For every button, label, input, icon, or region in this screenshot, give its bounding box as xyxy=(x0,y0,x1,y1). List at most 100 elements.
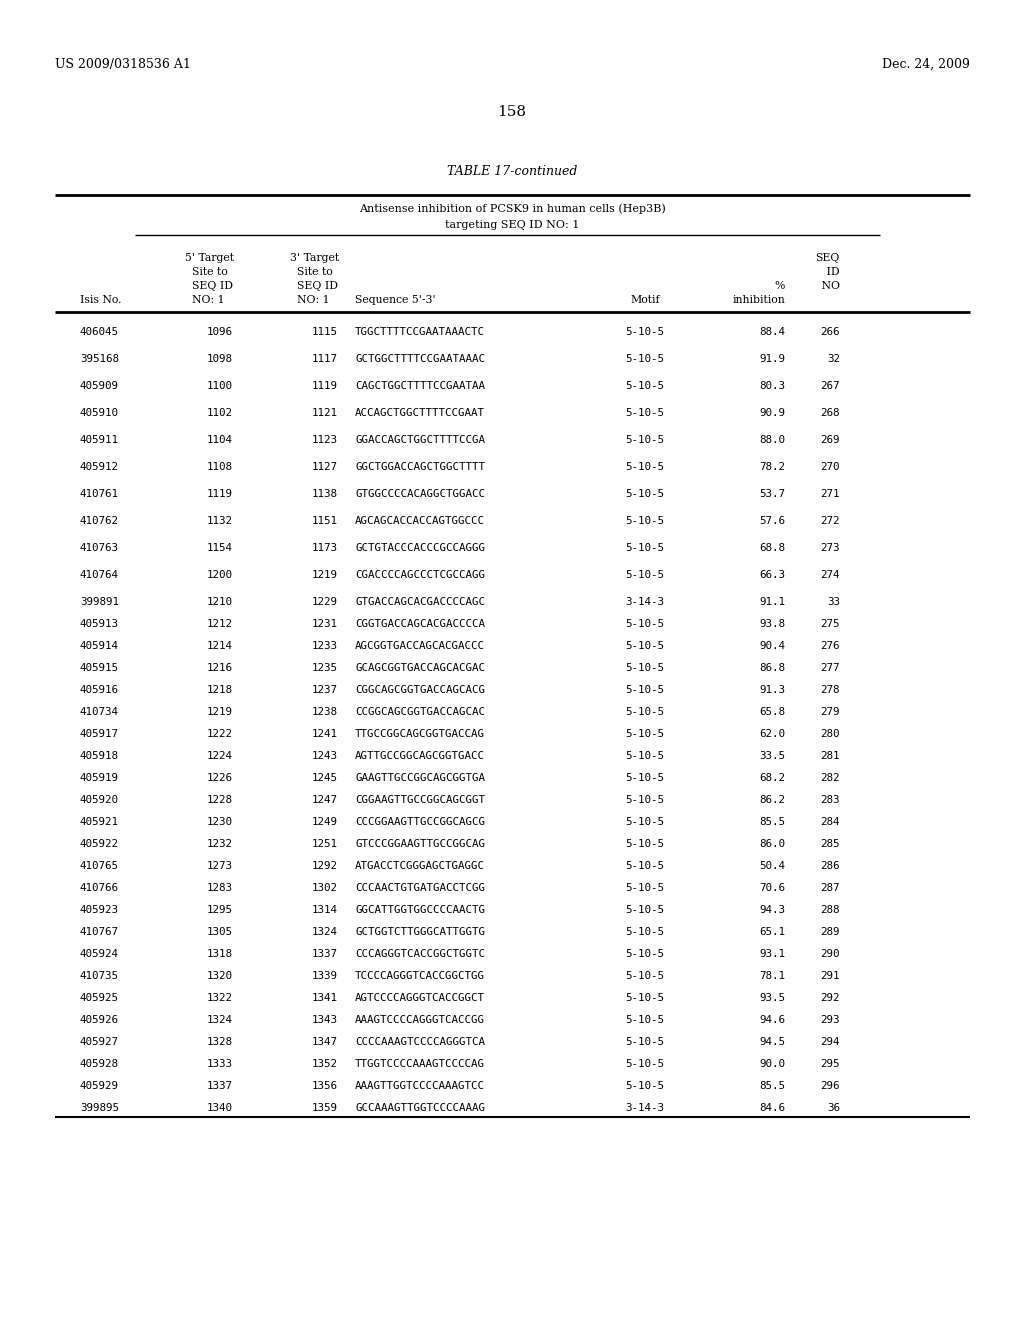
Text: 36: 36 xyxy=(827,1104,840,1113)
Text: AGCGGTGACCAGCACGACCC: AGCGGTGACCAGCACGACCC xyxy=(355,642,485,651)
Text: CGGTGACCAGCACGACCCCA: CGGTGACCAGCACGACCCCA xyxy=(355,619,485,630)
Text: 78.1: 78.1 xyxy=(759,972,785,981)
Text: 285: 285 xyxy=(820,840,840,849)
Text: 1324: 1324 xyxy=(312,927,338,937)
Text: 1318: 1318 xyxy=(207,949,233,960)
Text: 5-10-5: 5-10-5 xyxy=(626,840,665,849)
Text: 5-10-5: 5-10-5 xyxy=(626,1015,665,1026)
Text: 5-10-5: 5-10-5 xyxy=(626,795,665,805)
Text: 1173: 1173 xyxy=(312,543,338,553)
Text: TTGGTCCCCAAAGTCCCCAG: TTGGTCCCCAAAGTCCCCAG xyxy=(355,1059,485,1069)
Text: CCCAACTGTGATGACCTCGG: CCCAACTGTGATGACCTCGG xyxy=(355,883,485,894)
Text: 1108: 1108 xyxy=(207,462,233,473)
Text: GCTGGCTTTTCCGAATAAAC: GCTGGCTTTTCCGAATAAAC xyxy=(355,354,485,364)
Text: GCTGTACCCACCCGCCAGGG: GCTGTACCCACCCGCCAGGG xyxy=(355,543,485,553)
Text: 91.1: 91.1 xyxy=(759,597,785,607)
Text: 62.0: 62.0 xyxy=(759,729,785,739)
Text: GCTGGTCTTGGGCATTGGTG: GCTGGTCTTGGGCATTGGTG xyxy=(355,927,485,937)
Text: 282: 282 xyxy=(820,774,840,783)
Text: 1104: 1104 xyxy=(207,436,233,445)
Text: 5-10-5: 5-10-5 xyxy=(626,570,665,579)
Text: 291: 291 xyxy=(820,972,840,981)
Text: 65.8: 65.8 xyxy=(759,708,785,717)
Text: 1123: 1123 xyxy=(312,436,338,445)
Text: 5-10-5: 5-10-5 xyxy=(626,462,665,473)
Text: Isis No.: Isis No. xyxy=(80,294,122,305)
Text: 1283: 1283 xyxy=(207,883,233,894)
Text: 274: 274 xyxy=(820,570,840,579)
Text: 1247: 1247 xyxy=(312,795,338,805)
Text: inhibition: inhibition xyxy=(732,294,785,305)
Text: 1228: 1228 xyxy=(207,795,233,805)
Text: 1356: 1356 xyxy=(312,1081,338,1092)
Text: Motif: Motif xyxy=(630,294,659,305)
Text: CGGAAGTTGCCGGCAGCGGT: CGGAAGTTGCCGGCAGCGGT xyxy=(355,795,485,805)
Text: 1273: 1273 xyxy=(207,861,233,871)
Text: 86.2: 86.2 xyxy=(759,795,785,805)
Text: 1119: 1119 xyxy=(312,381,338,391)
Text: 405922: 405922 xyxy=(80,840,119,849)
Text: 1359: 1359 xyxy=(312,1104,338,1113)
Text: 405926: 405926 xyxy=(80,1015,119,1026)
Text: 1245: 1245 xyxy=(312,774,338,783)
Text: 1337: 1337 xyxy=(312,949,338,960)
Text: 406045: 406045 xyxy=(80,327,119,337)
Text: 1347: 1347 xyxy=(312,1038,338,1047)
Text: 1339: 1339 xyxy=(312,972,338,981)
Text: 277: 277 xyxy=(820,663,840,673)
Text: 1341: 1341 xyxy=(312,993,338,1003)
Text: 5-10-5: 5-10-5 xyxy=(626,642,665,651)
Text: ACCAGCTGGCTTTTCCGAAT: ACCAGCTGGCTTTTCCGAAT xyxy=(355,408,485,418)
Text: 1322: 1322 xyxy=(207,993,233,1003)
Text: 1337: 1337 xyxy=(207,1081,233,1092)
Text: 93.8: 93.8 xyxy=(759,619,785,630)
Text: 5' Target: 5' Target xyxy=(185,253,234,263)
Text: 273: 273 xyxy=(820,543,840,553)
Text: 296: 296 xyxy=(820,1081,840,1092)
Text: 405919: 405919 xyxy=(80,774,119,783)
Text: TCCCCAGGGTCACCGGCTGG: TCCCCAGGGTCACCGGCTGG xyxy=(355,972,485,981)
Text: 93.1: 93.1 xyxy=(759,949,785,960)
Text: 1154: 1154 xyxy=(207,543,233,553)
Text: GAAGTTGCCGGCAGCGGTGA: GAAGTTGCCGGCAGCGGTGA xyxy=(355,774,485,783)
Text: 1320: 1320 xyxy=(207,972,233,981)
Text: 66.3: 66.3 xyxy=(759,570,785,579)
Text: GCCAAAGTTGGTCCCCAAAG: GCCAAAGTTGGTCCCCAAAG xyxy=(355,1104,485,1113)
Text: 399891: 399891 xyxy=(80,597,119,607)
Text: NO: 1: NO: 1 xyxy=(290,294,330,305)
Text: 1233: 1233 xyxy=(312,642,338,651)
Text: CCGGCAGCGGTGACCAGCAC: CCGGCAGCGGTGACCAGCAC xyxy=(355,708,485,717)
Text: 50.4: 50.4 xyxy=(759,861,785,871)
Text: AGTTGCCGGCAGCGGTGACC: AGTTGCCGGCAGCGGTGACC xyxy=(355,751,485,762)
Text: TTGCCGGCAGCGGTGACCAG: TTGCCGGCAGCGGTGACCAG xyxy=(355,729,485,739)
Text: 1115: 1115 xyxy=(312,327,338,337)
Text: Site to: Site to xyxy=(185,267,227,277)
Text: 399895: 399895 xyxy=(80,1104,119,1113)
Text: NO: 1: NO: 1 xyxy=(185,294,224,305)
Text: 3' Target: 3' Target xyxy=(290,253,339,263)
Text: 1216: 1216 xyxy=(207,663,233,673)
Text: 405918: 405918 xyxy=(80,751,119,762)
Text: 1212: 1212 xyxy=(207,619,233,630)
Text: SEQ ID: SEQ ID xyxy=(185,281,233,290)
Text: 84.6: 84.6 xyxy=(759,1104,785,1113)
Text: 405912: 405912 xyxy=(80,462,119,473)
Text: 1343: 1343 xyxy=(312,1015,338,1026)
Text: 279: 279 xyxy=(820,708,840,717)
Text: 1352: 1352 xyxy=(312,1059,338,1069)
Text: 5-10-5: 5-10-5 xyxy=(626,1081,665,1092)
Text: 5-10-5: 5-10-5 xyxy=(626,663,665,673)
Text: 88.4: 88.4 xyxy=(759,327,785,337)
Text: 1295: 1295 xyxy=(207,906,233,915)
Text: GCAGCGGTGACCAGCACGAC: GCAGCGGTGACCAGCACGAC xyxy=(355,663,485,673)
Text: 93.5: 93.5 xyxy=(759,993,785,1003)
Text: 1218: 1218 xyxy=(207,685,233,696)
Text: GGACCAGCTGGCTTTTCCGA: GGACCAGCTGGCTTTTCCGA xyxy=(355,436,485,445)
Text: 294: 294 xyxy=(820,1038,840,1047)
Text: 86.0: 86.0 xyxy=(759,840,785,849)
Text: 1127: 1127 xyxy=(312,462,338,473)
Text: TABLE 17-continued: TABLE 17-continued xyxy=(446,165,578,178)
Text: 53.7: 53.7 xyxy=(759,488,785,499)
Text: 5-10-5: 5-10-5 xyxy=(626,327,665,337)
Text: 410765: 410765 xyxy=(80,861,119,871)
